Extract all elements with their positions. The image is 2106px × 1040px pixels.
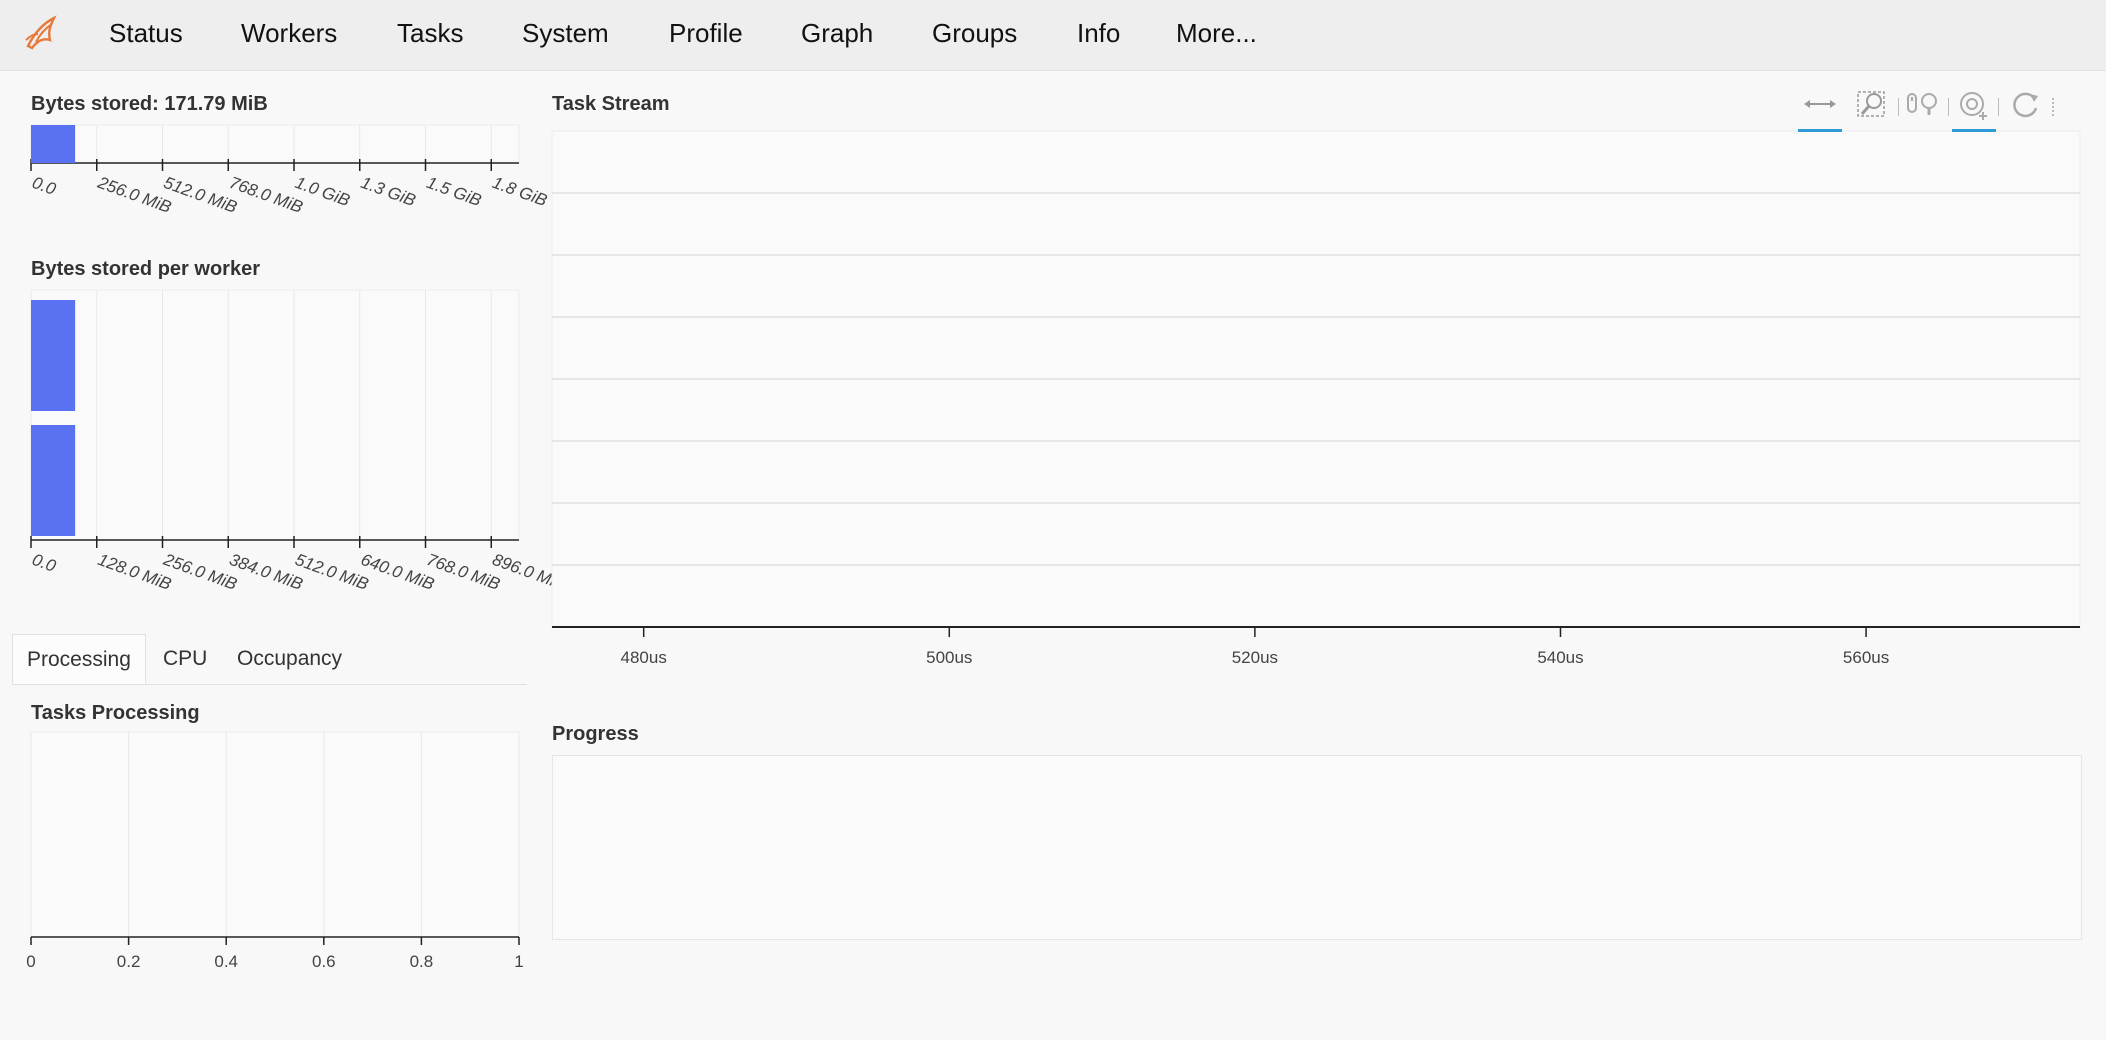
x-tick-label: 384.0 MiB (227, 550, 305, 594)
nav-groups[interactable]: Groups (932, 18, 1018, 48)
x-tick-label: 1.5 GiB (424, 173, 484, 210)
save-icon[interactable] (1952, 88, 1996, 132)
plot-area (30, 731, 520, 938)
x-tick-label: 0.0 (30, 173, 59, 199)
x-tick-label: 768.0 MiB (424, 550, 502, 594)
nav-more[interactable]: More... (1176, 18, 1257, 48)
x-tick-label: 0.2 (117, 952, 141, 971)
plot-area (30, 289, 520, 541)
tab-occupancy[interactable]: Occupancy (237, 647, 343, 670)
tasks-processing-title: Tasks Processing (31, 702, 200, 724)
bytes-stored-title: Bytes stored: 171.79 MiB (31, 93, 268, 115)
nav-workers[interactable]: Workers (241, 18, 338, 48)
x-tick-label: 1 (514, 952, 523, 971)
plot-toolbar (1796, 88, 2066, 134)
x-tick-label: 500us (926, 648, 972, 667)
x-tick-label: 512.0 MiB (161, 173, 239, 217)
x-tick-label: 256.0 MiB (94, 173, 173, 217)
task-stream-title: Task Stream (552, 93, 670, 115)
x-tick-label: 0.4 (214, 952, 238, 971)
x-tick-label: 1.3 GiB (358, 173, 418, 210)
nav-system[interactable]: System (522, 18, 609, 48)
top-navbar: Status Workers Tasks System Profile Grap… (0, 0, 2106, 71)
nav-info[interactable]: Info (1077, 18, 1121, 48)
tab-cpu[interactable]: CPU (163, 647, 208, 670)
task-stream-chart[interactable]: 480us 500us 520us 540us 560us (540, 125, 2090, 685)
x-tick-label: 0 (26, 952, 35, 971)
x-tick-label: 768.0 MiB (227, 173, 305, 217)
nav-profile[interactable]: Profile (669, 18, 743, 48)
wheel-zoom-icon[interactable] (1902, 88, 1946, 128)
bar (31, 125, 76, 163)
x-tick-label: 256.0 MiB (160, 550, 239, 594)
tab-processing[interactable]: Processing (12, 634, 146, 684)
x-tick-label: 520us (1232, 648, 1278, 667)
x-tick-label: 0.8 (410, 952, 434, 971)
bar (31, 425, 76, 536)
progress-plot (552, 755, 2082, 940)
resource-tabs: Processing CPU Occupancy (12, 634, 527, 685)
dask-logo-icon[interactable] (20, 12, 64, 56)
x-tick-label: 480us (621, 648, 667, 667)
tasks-processing-chart[interactable]: 0 0.2 0.4 0.6 0.8 1 (0, 730, 560, 980)
x-tick-label: 512.0 MiB (293, 550, 371, 594)
x-tick-label: 640.0 MiB (358, 550, 436, 594)
box-zoom-icon[interactable] (1852, 88, 1896, 128)
bar (31, 300, 76, 411)
nav-tasks[interactable]: Tasks (397, 18, 464, 48)
nav-status[interactable]: Status (109, 18, 183, 48)
bytes-per-worker-title: Bytes stored per worker (31, 258, 260, 280)
toolbar-grip-icon (2052, 98, 2057, 116)
x-tick-label: 0.6 (312, 952, 336, 971)
x-tick-label: 540us (1537, 648, 1583, 667)
progress-title: Progress (552, 723, 639, 745)
nav-graph[interactable]: Graph (801, 18, 874, 48)
reset-icon[interactable] (2004, 88, 2048, 128)
plot-area (30, 124, 520, 164)
x-tick-label: 0.0 (30, 550, 59, 576)
pan-icon[interactable] (1798, 88, 1842, 132)
x-tick-label: 560us (1843, 648, 1889, 667)
x-tick-label: 128.0 MiB (95, 550, 173, 594)
